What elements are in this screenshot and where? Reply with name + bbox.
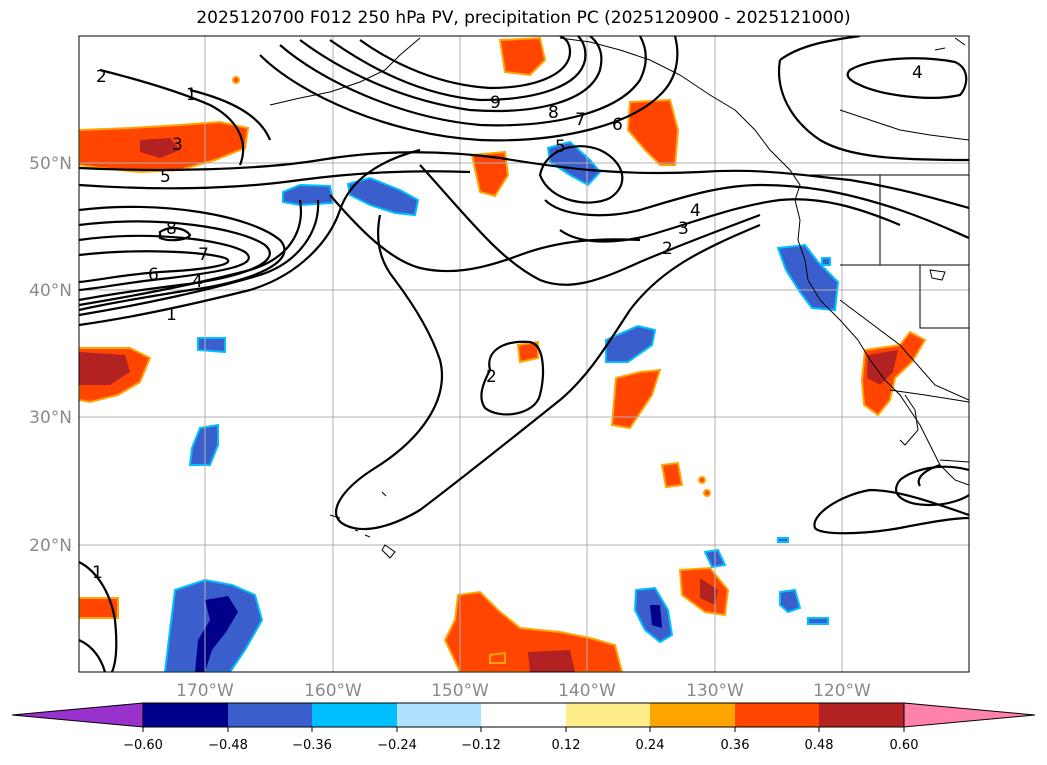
colorbar-extend-high bbox=[903, 702, 1036, 728]
coastlines bbox=[269, 37, 969, 559]
pv-contour-labels: 2 1 3 5 9 8 7 6 5 4 3 2 8 7 6 4 1 2 1 4 bbox=[92, 63, 923, 583]
pv-contour-label: 4 bbox=[690, 201, 701, 221]
graticule bbox=[79, 36, 969, 672]
precip-patch bbox=[650, 605, 662, 628]
precip-patch bbox=[498, 36, 547, 77]
pv-contour-label: 2 bbox=[662, 239, 673, 259]
map-title: 2025120700 F012 250 hPa PV, precipitatio… bbox=[196, 8, 851, 28]
pv-contour-label: 5 bbox=[555, 137, 566, 157]
colorbar-segment bbox=[735, 703, 819, 727]
pv-contour-label: 6 bbox=[612, 115, 623, 135]
lon-label: 170°W bbox=[176, 681, 234, 701]
colorbar-tick-label: −0.24 bbox=[377, 738, 417, 753]
pv-contour-label: 2 bbox=[96, 67, 107, 87]
lon-label: 120°W bbox=[813, 681, 871, 701]
precip-patch bbox=[703, 489, 711, 497]
precip-patch bbox=[821, 257, 831, 266]
colorbar-segment bbox=[397, 703, 481, 727]
colorbar-segment bbox=[566, 703, 650, 727]
colorbar-tick-label: −0.12 bbox=[461, 738, 501, 753]
pv-contour-label: 8 bbox=[548, 103, 559, 123]
precip-patch bbox=[188, 423, 219, 466]
lon-label: 130°W bbox=[686, 681, 744, 701]
colorbar-tick-label: 0.24 bbox=[636, 738, 665, 753]
colorbar-extend-low bbox=[11, 702, 144, 728]
colorbar-segment bbox=[650, 703, 735, 727]
pv-contour-label: 6 bbox=[148, 265, 159, 285]
precip-patch bbox=[610, 368, 662, 430]
pv-contour-label: 5 bbox=[160, 167, 171, 187]
colorbar-tick-label: −0.36 bbox=[292, 738, 332, 753]
colorbar-tick-label: 0.36 bbox=[721, 738, 750, 753]
pv-contour-label: 2 bbox=[486, 367, 497, 387]
negative-precip-anomalies bbox=[163, 140, 840, 672]
precip-patch bbox=[528, 650, 575, 672]
lat-label: 50°N bbox=[29, 154, 72, 174]
precip-patch bbox=[867, 350, 898, 385]
lon-label: 140°W bbox=[558, 681, 616, 701]
colorbar-segment bbox=[228, 703, 312, 727]
colorbar-segment bbox=[312, 703, 397, 727]
colorbar-tick-label: −0.48 bbox=[208, 738, 248, 753]
colorbar-tick-label: −0.60 bbox=[123, 738, 163, 753]
precip-patch bbox=[777, 537, 789, 543]
colorbar: −0.60 −0.48 −0.36 −0.24 −0.12 0.12 0.24 … bbox=[11, 702, 1036, 753]
pv-contour-label: 7 bbox=[575, 110, 586, 130]
precip-patch bbox=[282, 183, 335, 207]
precip-patch bbox=[698, 476, 706, 484]
lat-label: 40°N bbox=[29, 281, 72, 301]
map-frame bbox=[78, 35, 970, 673]
precip-patch bbox=[79, 597, 119, 619]
precip-patch bbox=[232, 76, 240, 84]
precip-patch bbox=[807, 617, 829, 625]
latitude-labels: 50°N 40°N 30°N 20°N bbox=[29, 154, 72, 556]
precip-patch bbox=[779, 588, 802, 614]
precip-patch bbox=[79, 352, 130, 385]
pv-contour-label: 3 bbox=[172, 135, 183, 155]
precip-patch bbox=[660, 461, 684, 489]
colorbar-segment bbox=[143, 703, 228, 727]
precip-patch bbox=[860, 330, 927, 417]
pv-contour-label: 3 bbox=[678, 219, 689, 239]
lat-label: 30°N bbox=[29, 408, 72, 428]
pv-contour-label: 4 bbox=[192, 272, 203, 292]
pv-contours bbox=[79, 36, 969, 672]
lat-label: 20°N bbox=[29, 536, 72, 556]
pv-contour-label: 9 bbox=[490, 93, 501, 113]
lon-label: 160°W bbox=[304, 681, 362, 701]
pv-contour-label: 1 bbox=[186, 85, 197, 105]
pv-contour-label: 1 bbox=[92, 563, 103, 583]
precip-patch bbox=[605, 324, 657, 363]
colorbar-tick-label: 0.12 bbox=[552, 738, 581, 753]
pv-contour-label: 8 bbox=[166, 219, 177, 239]
precip-patch bbox=[700, 578, 718, 605]
pv-contour-label: 7 bbox=[198, 245, 209, 265]
pv-contour-label: 1 bbox=[166, 305, 177, 325]
precip-patch bbox=[195, 596, 238, 672]
colorbar-segment bbox=[481, 703, 566, 727]
precip-patch bbox=[489, 651, 506, 664]
colorbar-tick-label: 0.48 bbox=[805, 738, 834, 753]
colorbar-tick-label: 0.60 bbox=[890, 738, 919, 753]
pv-contour-label: 4 bbox=[912, 63, 923, 83]
colorbar-segment bbox=[819, 703, 904, 727]
precip-patch bbox=[443, 590, 624, 672]
precip-patch bbox=[626, 98, 680, 166]
precip-patch bbox=[197, 337, 226, 354]
longitude-labels: 170°W 160°W 150°W 140°W 130°W 120°W bbox=[176, 681, 871, 701]
precip-patch bbox=[346, 176, 420, 217]
lon-label: 150°W bbox=[431, 681, 489, 701]
precip-patch bbox=[140, 138, 180, 158]
